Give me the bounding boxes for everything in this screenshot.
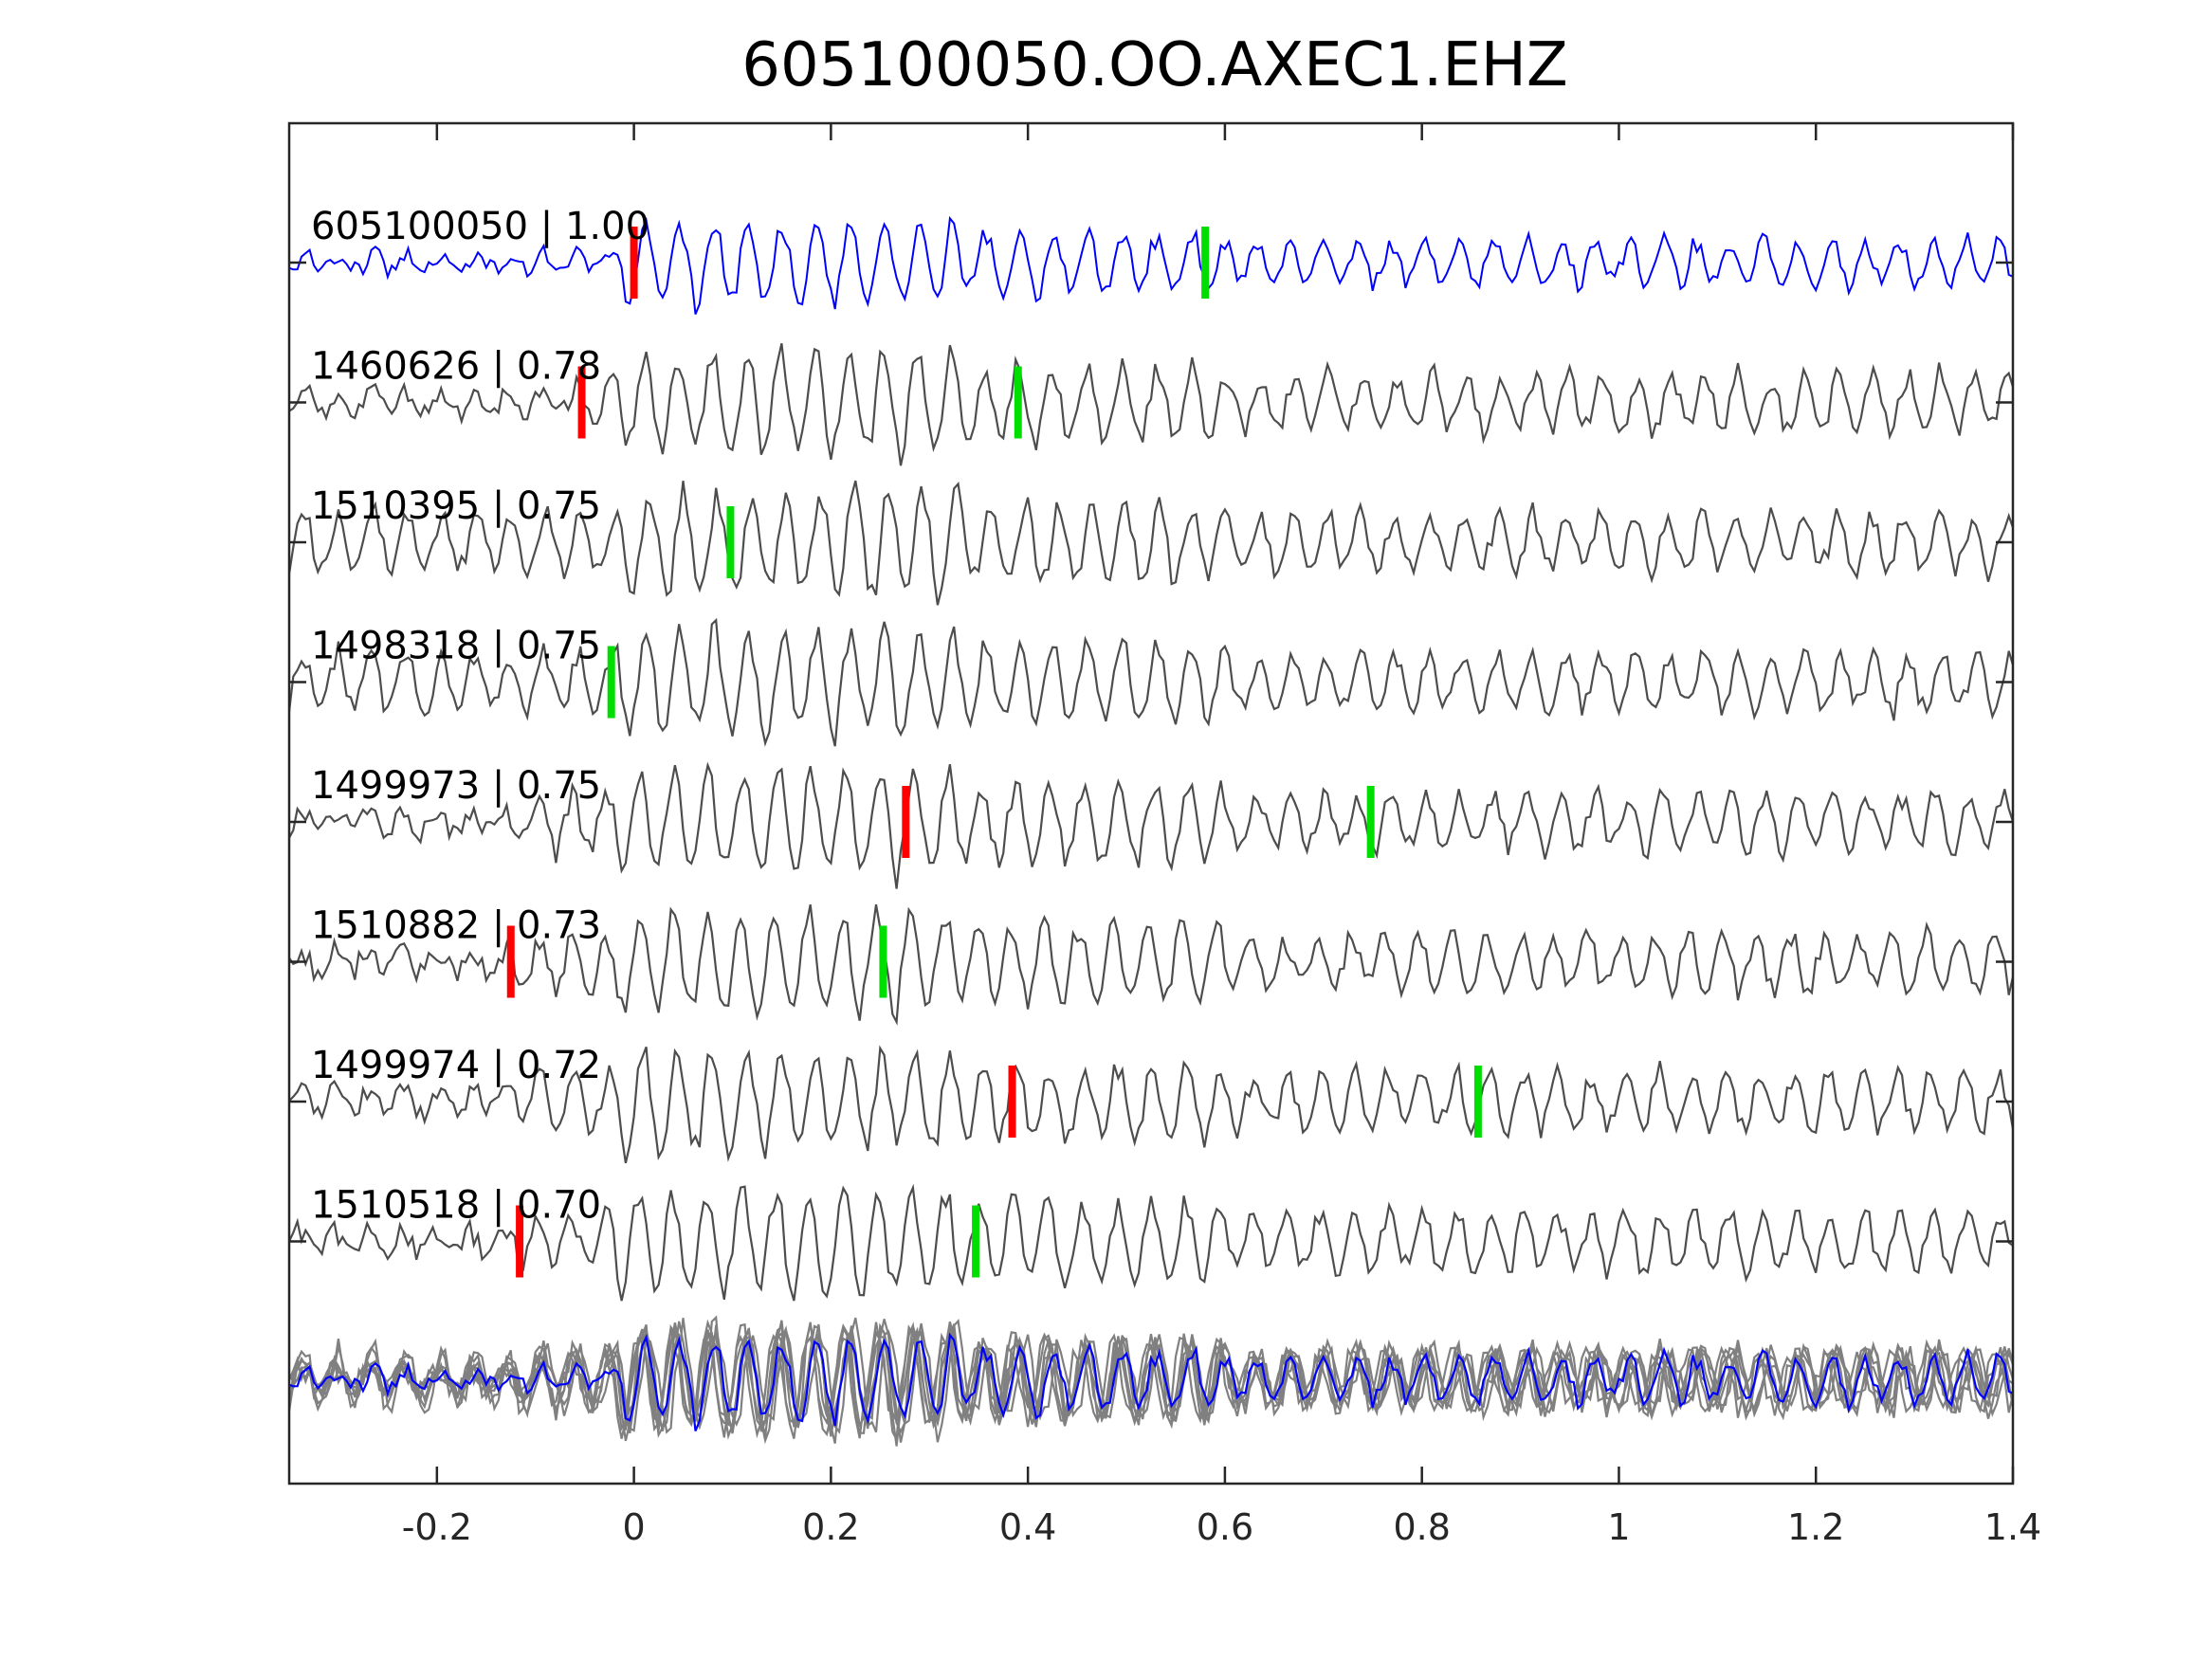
match-trace [288,1183,2014,1302]
x-tick-label: 0.4 [999,1506,1056,1548]
x-tick-label: 0 [623,1506,646,1548]
match-trace [288,342,2015,466]
trace-label: 1510882 | 0.73 [311,904,601,948]
trace-label: 1510518 | 0.70 [311,1184,601,1228]
x-tick-label: 1 [1607,1506,1630,1548]
trace-label: 1510395 | 0.75 [311,484,601,528]
stack-layer [287,1315,2015,1447]
x-tick-label: 0.6 [1197,1506,1253,1548]
x-tick-label: -0.2 [402,1506,472,1548]
x-tick-label: 1.4 [1984,1506,2041,1548]
match-trace [288,761,2015,889]
chart-title: 605100050.OO.AXEC1.EHZ [741,30,1568,100]
axes-frame [287,121,2015,1486]
stack-template-trace [288,1332,2014,1431]
trace-label: 1499974 | 0.72 [311,1044,601,1087]
stack-trace [288,1322,2015,1442]
stack-trace [288,1322,2014,1439]
trace-label: 1460626 | 0.78 [311,345,601,389]
x-tick-label: 0.2 [802,1506,859,1548]
match-trace [287,480,2015,606]
trace-label: 1498318 | 0.75 [311,625,601,668]
trace-label: 605100050 | 1.00 [311,205,649,248]
match-trace [288,1045,2015,1164]
labels-layer: 605100050 | 1.00 1460626 | 0.78 1510395 | … [311,205,649,1228]
traces-layer [287,215,2015,1302]
picks-layer [506,227,1482,1278]
template-trace [288,215,2014,315]
match-trace [288,903,2015,1026]
x-axis: -0.2 0 0.2 0.4 0.6 0.8 1 1.2 1.4 [289,123,2041,1548]
trace-label: 1499973 | 0.75 [311,764,601,808]
x-tick-label: 1.2 [1787,1506,1844,1548]
match-trace [287,617,2015,747]
x-tick-label: 0.8 [1393,1506,1450,1548]
